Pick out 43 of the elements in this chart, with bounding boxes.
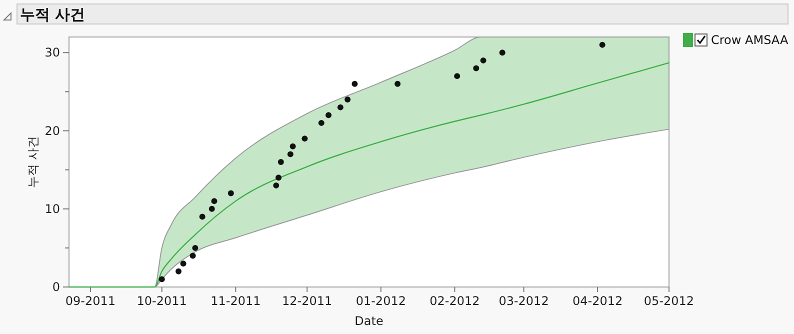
point [480,57,486,64]
point [394,80,401,87]
point [287,151,294,158]
y-tick-label: 30 [44,46,60,60]
x-tick-label: 02-2012 [430,294,480,308]
point [176,268,182,274]
point [158,276,165,282]
point [208,206,215,212]
x-tick-label: 04-2012 [572,294,623,308]
point [290,143,296,150]
chart-title: 누적 사건 [20,6,86,24]
point [211,198,218,204]
x-tick-label: 03-2012 [498,294,549,308]
point [276,174,282,181]
x-tick-label: 01-2012 [356,294,406,308]
y-tick-label: 20 [44,124,60,138]
x-tick-label: 10-2011 [136,294,187,308]
point [199,214,206,220]
x-tick-label: 12-2011 [282,294,332,308]
point [318,120,324,126]
point [192,244,198,251]
y-tick-label: 10 [44,202,60,216]
point [499,50,506,56]
point [180,260,186,267]
point [599,42,606,48]
point [473,65,480,72]
y-axis-title: 누적 사건 [26,136,40,188]
point [278,159,284,165]
point [454,73,460,80]
y-tick-label: 0 [52,280,60,294]
text: Crow AMSAA [711,33,789,47]
point [352,80,358,87]
point [337,104,344,110]
x-axis-title: Date [354,314,384,328]
point [190,252,196,259]
x-tick-label: 05-2012 [644,294,694,308]
point [326,112,332,118]
point [228,190,234,196]
point [273,182,280,188]
point [302,136,308,142]
x-tick-label: 11-2011 [210,294,261,308]
x-tick-label: 09-2011 [65,294,116,308]
point [344,96,351,102]
